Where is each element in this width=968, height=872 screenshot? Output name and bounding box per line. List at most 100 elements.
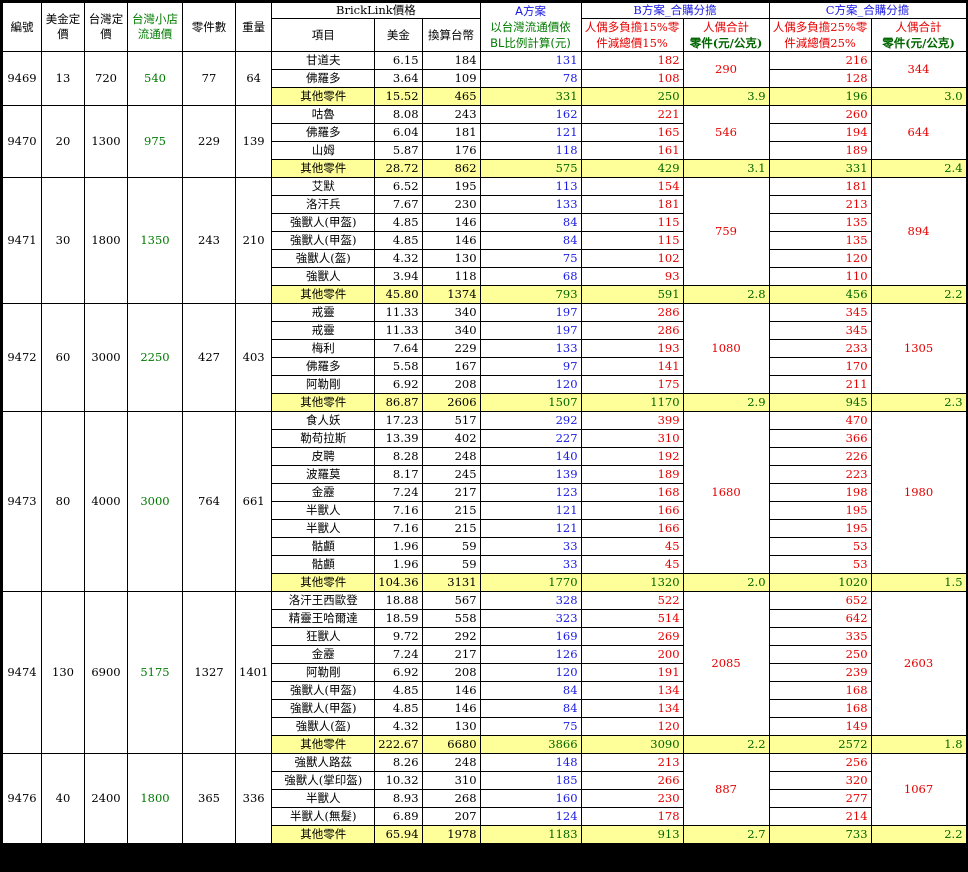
item-twd: 146: [421, 681, 481, 700]
plan-b-value: 266: [580, 771, 684, 790]
plan-c-fig-total: 894: [870, 177, 967, 286]
minifig-row: 9474 130 6900 5175 1327 1401 洛汗王西歐登 18.88 567 328…: [2, 591, 967, 754]
item-twd: 181: [421, 123, 481, 142]
minifig-row: 洛汗兵 7.67 230 133 181 213: [3, 195, 967, 214]
set-group: 9474 130 6900 5175 1327 1401 洛汗王西歐登 18.88 567 328…: [2, 591, 967, 754]
minifig-row: 狂獸人 9.72 292 169 269 335: [3, 627, 967, 646]
set-group: 9476 40 2400 1800 365 336 強獸人路茲 8.26 248 148 213 88…: [2, 753, 967, 844]
plan-b-value: 141: [580, 357, 684, 376]
plan-c-value: 120: [768, 249, 872, 268]
plan-b-value: 200: [580, 645, 684, 664]
item-twd: 402: [421, 429, 481, 448]
set-usd-price: 60: [41, 303, 85, 412]
other-plan-c: 945: [768, 393, 872, 412]
plan-a-value: 197: [479, 321, 582, 340]
plan-b-value: 102: [580, 249, 684, 268]
item-name: 佛羅多: [271, 357, 376, 376]
item-name: 佛羅多: [271, 123, 376, 142]
set-id: 9476: [2, 753, 42, 844]
other-twd: 1978: [421, 825, 481, 844]
set-shop-price: 3000: [127, 411, 183, 592]
other-plan-b: 913: [580, 825, 684, 844]
set-tw-price: 720: [84, 51, 128, 106]
item-usd: 6.52: [374, 177, 423, 196]
plan-b-value: 166: [580, 501, 684, 520]
item-usd: 9.72: [374, 627, 423, 646]
plan-a-value: 169: [479, 627, 582, 646]
plan-b-value: 286: [580, 321, 684, 340]
plan-c-value: 652: [768, 591, 872, 610]
header-weight: 重量: [234, 2, 273, 52]
set-group: 9470 20 1300 975 229 139 咕魯 8.08 243 162 221 546 260…: [2, 105, 967, 178]
plan-a-value: 78: [479, 69, 582, 88]
plan-a-value: 75: [479, 717, 582, 736]
plan-b-fig-total: 290: [682, 51, 770, 88]
minifig-row: 9472 60 3000 2250 427 403 戒靈 11.33 340 197 286 1080…: [2, 303, 967, 412]
plan-b-value: 189: [580, 465, 684, 484]
other-plan-b: 3090: [580, 735, 684, 754]
other-plan-c: 196: [768, 87, 872, 106]
item-twd: 130: [421, 249, 481, 268]
other-plan-b-rate: 3.1: [682, 159, 770, 178]
plan-c-value: 320: [768, 771, 872, 790]
plan-a-value: 118: [479, 141, 582, 160]
item-twd: 558: [421, 609, 481, 628]
minifig-row: 強獸人(盔) 4.32 130 75 120 149: [3, 717, 967, 736]
plan-b-value: 191: [580, 663, 684, 682]
other-parts-label: 其他零件: [271, 285, 376, 304]
item-name: 強獸人: [271, 267, 376, 286]
set-group: 9473 80 4000 3000 764 661 食人妖 17.23 517 292 399 168…: [2, 411, 967, 592]
plan-b-value: 221: [580, 105, 684, 124]
plan-c-value: 135: [768, 213, 872, 232]
set-shop-price: 540: [127, 51, 183, 106]
header-plan-c-totals: 人偶合計 零件(元/公克): [870, 18, 967, 52]
set-group: 9471 30 1800 1350 243 210 艾默 6.52 195 113 154 759 18…: [2, 177, 967, 304]
set-parts: 77: [182, 51, 236, 106]
plan-a-value: 124: [479, 807, 582, 826]
other-usd: 222.67: [374, 735, 423, 754]
other-plan-c: 456: [768, 285, 872, 304]
other-plan-b-rate: 2.0: [682, 573, 770, 592]
item-usd: 4.32: [374, 249, 423, 268]
item-usd: 6.92: [374, 663, 423, 682]
plan-a-value: 33: [479, 537, 582, 556]
set-id: 9472: [2, 303, 42, 412]
plan-a-value: 126: [479, 645, 582, 664]
header-shop-price: 台灣小店流通價: [127, 2, 183, 52]
item-twd: 268: [421, 789, 481, 808]
item-usd: 8.26: [374, 753, 423, 772]
plan-c-value: 345: [768, 303, 872, 322]
other-usd: 65.94: [374, 825, 423, 844]
plan-c-value: 250: [768, 645, 872, 664]
plan-c-fig-total-label: 人偶合計: [895, 20, 942, 34]
plan-c-value: 345: [768, 321, 872, 340]
plan-c-value: 642: [768, 609, 872, 628]
header-usd: 美金: [374, 18, 423, 52]
item-name: 戒靈: [271, 303, 376, 322]
plan-a-value: 148: [479, 753, 582, 772]
plan-b-value: 120: [580, 717, 684, 736]
plan-c-value: 168: [768, 699, 872, 718]
item-twd: 292: [421, 627, 481, 646]
other-parts-label: 其他零件: [271, 825, 376, 844]
set-parts: 365: [182, 753, 236, 844]
item-name: 梅利: [271, 339, 376, 358]
set-parts: 764: [182, 411, 236, 592]
item-name: 骷顱: [271, 537, 376, 556]
item-twd: 217: [421, 483, 481, 502]
plan-c-value: 195: [768, 501, 872, 520]
set-tw-price: 2400: [84, 753, 128, 844]
item-twd: 248: [421, 447, 481, 466]
set-weight: 64: [234, 51, 273, 106]
item-name: 阿勒剛: [271, 375, 376, 394]
plan-c-value: 277: [768, 789, 872, 808]
plan-a-value: 185: [479, 771, 582, 790]
plan-c-value: 195: [768, 519, 872, 538]
item-name: 皮聘: [271, 447, 376, 466]
set-parts: 243: [182, 177, 236, 304]
item-name: 食人妖: [271, 411, 376, 430]
item-name: 甘道夫: [271, 51, 376, 70]
item-twd: 207: [421, 807, 481, 826]
item-usd: 11.33: [374, 303, 423, 322]
item-twd: 167: [421, 357, 481, 376]
